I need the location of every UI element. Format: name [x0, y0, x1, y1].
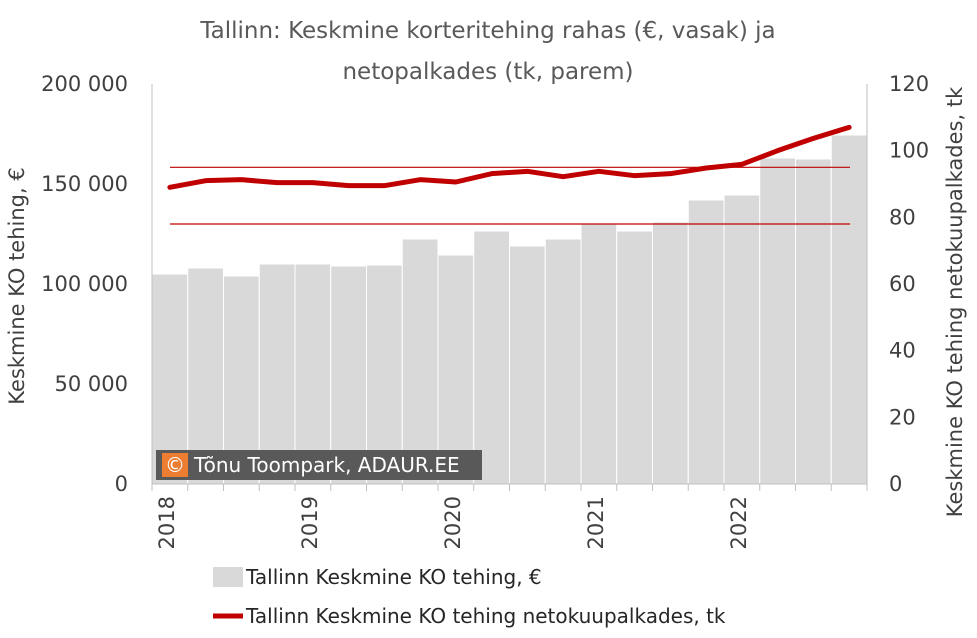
y-axis-right-title: Keskmine KO tehing netokuupalkades, tk — [943, 86, 967, 517]
y-left-tick-label: 200 000 — [41, 72, 128, 96]
legend-bar-swatch — [213, 567, 243, 587]
y-right-tick-label: 60 — [889, 272, 916, 296]
copyright-icon-background — [162, 453, 188, 477]
bar-19 — [795, 158, 832, 485]
chart-title-line-1: Tallinn: Keskmine korteritehing rahas (€… — [199, 18, 775, 44]
x-tick-label: 2018 — [155, 496, 179, 549]
bar-12 — [544, 238, 582, 485]
y-right-tick-label: 80 — [889, 205, 916, 229]
bar-series — [151, 134, 868, 485]
bar-17 — [723, 194, 761, 485]
credit-text: Tõnu Toompark, ADAUR.EE — [193, 453, 460, 477]
bar-20 — [830, 134, 868, 485]
line-series-path — [167, 124, 852, 190]
bar-13 — [580, 223, 618, 485]
legend-bar-label: Tallinn Keskmine KO tehing, € — [245, 565, 542, 589]
y-axis-right-ticks: 0 20 40 60 80 100 120 — [889, 72, 929, 496]
x-tick-label: 2022 — [727, 496, 751, 549]
chart-title: Tallinn: Keskmine korteritehing rahas (€… — [199, 18, 775, 85]
x-tick-label: 2019 — [298, 496, 322, 549]
bar-15 — [652, 221, 689, 485]
bar-1 — [151, 273, 189, 485]
bar-18 — [759, 157, 796, 485]
bar-6 — [330, 265, 367, 485]
credit-badge: © Tõnu Toompark, ADAUR.EE — [156, 450, 482, 480]
axes — [151, 84, 868, 491]
y-left-tick-label: 50 000 — [55, 372, 128, 396]
x-axis-ticks: 2018 2019 2020 2021 2022 — [155, 496, 751, 549]
bar-2 — [187, 267, 224, 485]
copyright-icon: © — [165, 453, 185, 477]
bar-9 — [437, 254, 475, 485]
legend: Tallinn Keskmine KO tehing, € Tallinn Ke… — [213, 565, 726, 628]
y-axis-left-title: Keskmine KO tehing, € — [5, 167, 29, 404]
y-axis-left-ticks: 0 50 000 100 000 150 000 200 000 — [41, 72, 128, 496]
y-left-tick-label: 100 000 — [41, 272, 128, 296]
bar-3 — [223, 275, 260, 485]
y-right-tick-label: 120 — [889, 72, 929, 96]
legend-line-label: Tallinn Keskmine KO tehing netokuupalkad… — [245, 604, 726, 628]
bar-11 — [509, 245, 546, 485]
y-right-tick-label: 40 — [889, 339, 916, 363]
bar-16 — [687, 199, 725, 485]
credit-background — [156, 450, 482, 480]
x-tick-label: 2020 — [441, 496, 465, 549]
chart-title-line-2: netopalkades (tk, parem) — [342, 59, 633, 85]
line-series — [167, 124, 852, 190]
y-right-tick-label: 100 — [889, 139, 929, 163]
bar-10 — [473, 230, 510, 485]
bar-8 — [401, 238, 439, 485]
y-left-tick-label: 150 000 — [41, 172, 128, 196]
y-left-tick-label: 0 — [115, 472, 128, 496]
x-tick-label: 2021 — [584, 496, 608, 549]
y-right-tick-label: 20 — [889, 405, 916, 429]
y-right-tick-label: 0 — [889, 472, 902, 496]
bar-14 — [616, 230, 653, 485]
